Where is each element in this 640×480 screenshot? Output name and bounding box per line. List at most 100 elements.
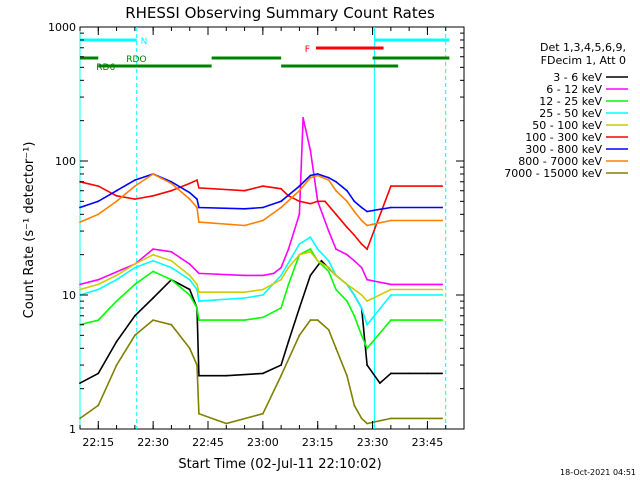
legend-entry: 50 - 100 keV (532, 119, 602, 132)
series-point (97, 372, 100, 375)
series-point (327, 179, 330, 182)
series-point (280, 278, 282, 281)
series-point (390, 294, 392, 296)
series-point (287, 340, 290, 343)
series-point (360, 307, 363, 309)
series-point (198, 221, 200, 224)
y-tick-label: 100 (55, 155, 76, 168)
series-point (316, 173, 319, 175)
series-point (346, 253, 348, 256)
series-point (360, 294, 363, 296)
series-line (79, 178, 443, 251)
series-point (353, 234, 356, 237)
series-point (324, 200, 326, 203)
x-axis-label: Start Time (02-Jul-11 22:10:02) (178, 457, 381, 472)
series-point (298, 200, 301, 203)
series-point (115, 189, 118, 192)
series-point (360, 334, 363, 337)
series-group (79, 173, 443, 213)
series-line (79, 259, 443, 385)
series-point (115, 274, 118, 277)
series-point (196, 283, 198, 286)
series-point (287, 248, 290, 251)
series-point (309, 174, 312, 177)
series-point (198, 300, 200, 302)
series-point (298, 334, 301, 337)
series-point (134, 263, 136, 265)
series-point (327, 266, 330, 269)
series-point (243, 224, 246, 227)
series-point (97, 185, 100, 188)
series-point (170, 259, 173, 262)
y-tick-label: 1000 (48, 21, 76, 34)
series-point (441, 283, 443, 286)
series-point (390, 319, 392, 321)
series-point (390, 283, 392, 286)
series-point (346, 283, 348, 286)
legend-entry: 300 - 800 keV (525, 143, 602, 156)
series-point (316, 259, 319, 262)
series-point (262, 294, 264, 296)
series-point (243, 319, 246, 321)
series-point (115, 278, 118, 281)
legend-entry: 12 - 25 keV (539, 95, 602, 108)
series-point (152, 270, 155, 273)
series-point (134, 179, 136, 182)
series-point (79, 283, 81, 286)
x-tick-label: 23:15 (302, 436, 334, 449)
series-point (298, 185, 301, 188)
series-point (198, 374, 200, 377)
series-point (327, 328, 330, 331)
series-point (170, 278, 173, 281)
x-tick-label: 23:00 (247, 436, 279, 449)
series-point (152, 248, 155, 251)
series-point (335, 347, 337, 350)
status-bar-label: N (141, 37, 148, 47)
series-point (115, 340, 118, 343)
series-point (115, 364, 118, 366)
series-point (115, 200, 118, 203)
series-point (97, 283, 100, 286)
series-point (196, 364, 198, 366)
series-point (309, 250, 312, 253)
series-point (196, 179, 198, 182)
series-point (366, 347, 368, 350)
series-point (97, 213, 100, 216)
series-point (302, 116, 304, 119)
status-bar-label: F (305, 45, 310, 55)
x-tick-label: 22:30 (137, 436, 169, 449)
series-group (79, 248, 443, 350)
series-point (298, 253, 301, 256)
series-point (262, 372, 264, 375)
series-point (97, 278, 100, 281)
series-point (196, 270, 198, 273)
series-point (97, 319, 100, 321)
series-point (309, 202, 312, 205)
series-point (225, 374, 228, 377)
series-point (441, 288, 443, 291)
series-point (309, 236, 312, 239)
y-axis-label: Count Rate (s⁻¹ detector⁻¹) (22, 142, 37, 319)
series-point (262, 219, 264, 222)
series-point (170, 250, 173, 253)
chart-title: RHESSI Observing Summary Count Rates (125, 4, 435, 22)
series-point (346, 189, 348, 192)
series-point (280, 307, 282, 309)
series-point (298, 243, 301, 246)
series-point (316, 319, 319, 321)
series-point (134, 198, 136, 201)
series-line (79, 250, 443, 303)
legend-entry: 3 - 6 keV (553, 71, 602, 84)
series-point (152, 194, 155, 197)
series-point (441, 294, 443, 296)
series-point (280, 374, 282, 377)
series-point (97, 288, 100, 291)
series-point (316, 174, 319, 177)
series-point (379, 382, 381, 384)
series-point (327, 230, 330, 233)
series-point (170, 182, 173, 185)
series-point (426, 372, 429, 375)
status-bar-label: RDO (126, 55, 146, 65)
series-point (298, 213, 301, 216)
